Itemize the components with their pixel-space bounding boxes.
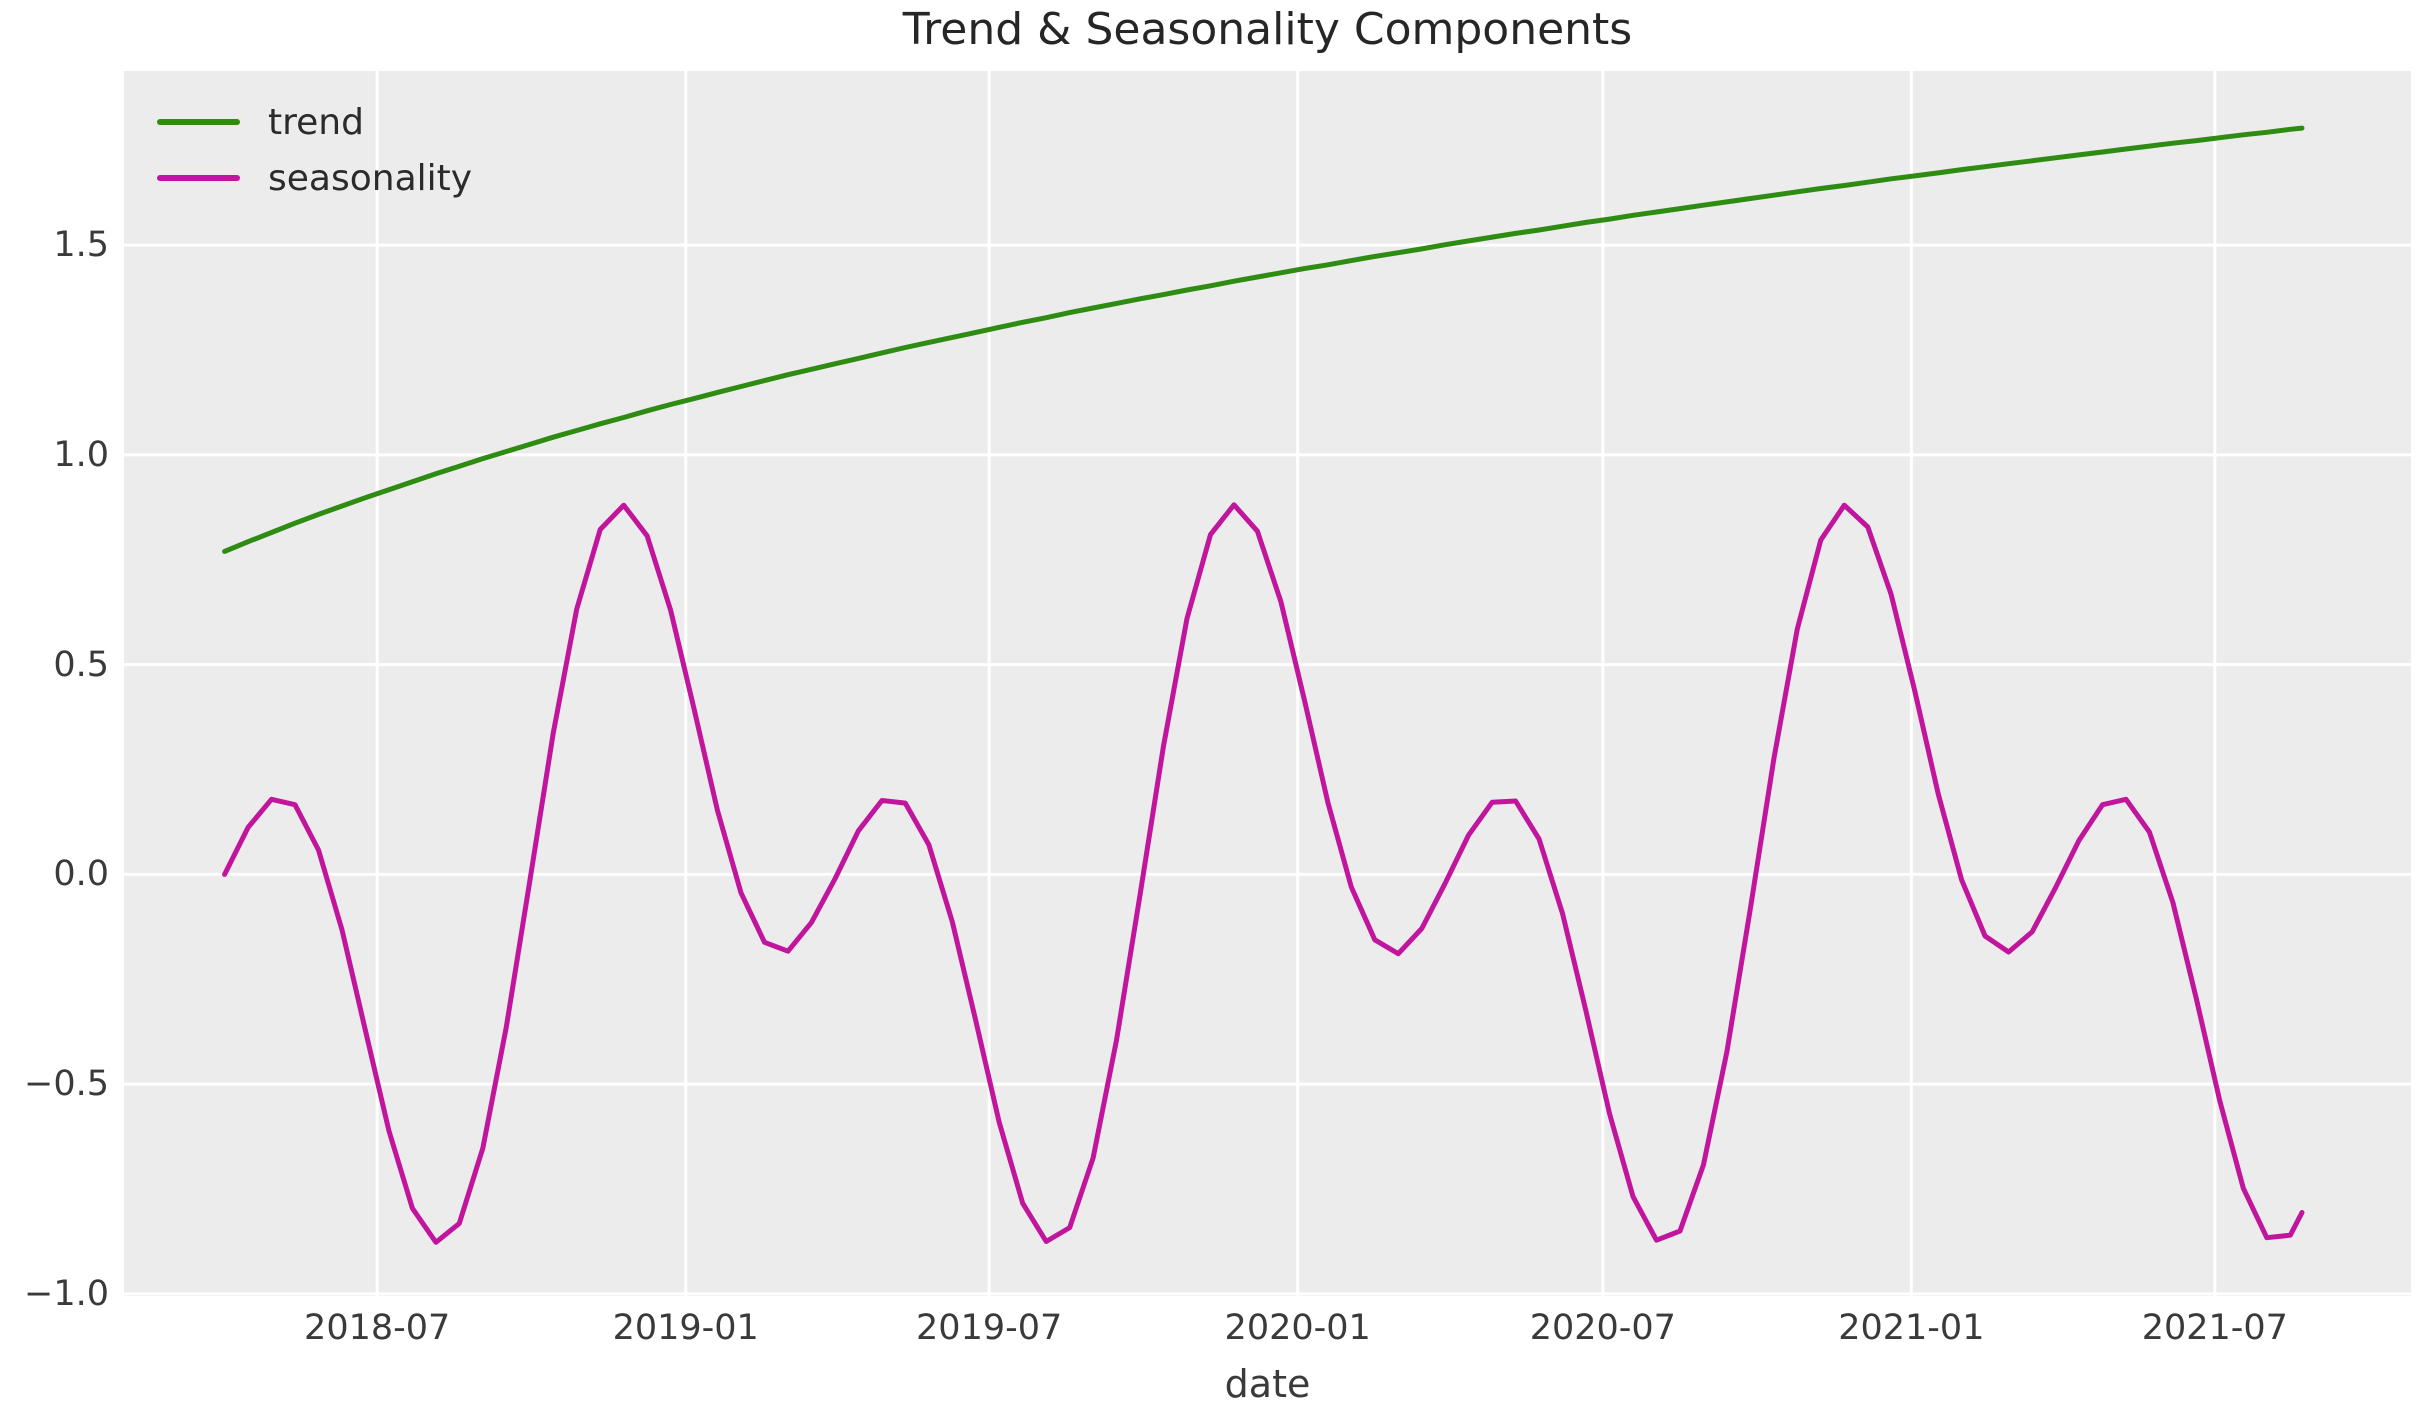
x-tick-label: 2019-01 — [612, 1308, 759, 1348]
y-tick-label: 1.0 — [53, 434, 109, 475]
y-tick-label: 0.5 — [53, 644, 109, 685]
x-tick-label: 2020-07 — [1529, 1308, 1676, 1348]
x-tick-label: 2020-01 — [1224, 1308, 1371, 1348]
x-tick-label: 2018-07 — [304, 1308, 451, 1348]
plot-background — [124, 71, 2411, 1296]
y-tick-label: 1.5 — [53, 225, 109, 266]
y-tick-label: −0.5 — [24, 1064, 109, 1105]
trend-legend-line — [157, 119, 240, 125]
seasonality-legend-line — [157, 175, 240, 181]
legend: trend seasonality — [157, 94, 472, 206]
x-tick-label: 2021-01 — [1838, 1308, 1985, 1348]
x-axis-label: date — [1224, 1362, 1311, 1406]
x-tick-label: 2019-07 — [916, 1308, 1063, 1348]
trend-line — [222, 125, 2305, 554]
y-tick-label: −1.0 — [24, 1273, 109, 1314]
seasonality-legend-label: seasonality — [268, 157, 473, 199]
chart-title: Trend & Seasonality Components — [902, 4, 1633, 55]
x-tick-label: 2021-07 — [2141, 1308, 2288, 1348]
trend-legend-label: trend — [268, 101, 364, 143]
legend-item-trend: trend — [157, 94, 472, 150]
seasonality-line — [222, 502, 2305, 1245]
y-tick-label: 0.0 — [53, 854, 109, 895]
legend-item-seasonality: seasonality — [157, 150, 472, 206]
